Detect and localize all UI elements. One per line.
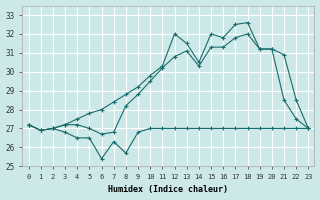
- X-axis label: Humidex (Indice chaleur): Humidex (Indice chaleur): [108, 185, 228, 194]
